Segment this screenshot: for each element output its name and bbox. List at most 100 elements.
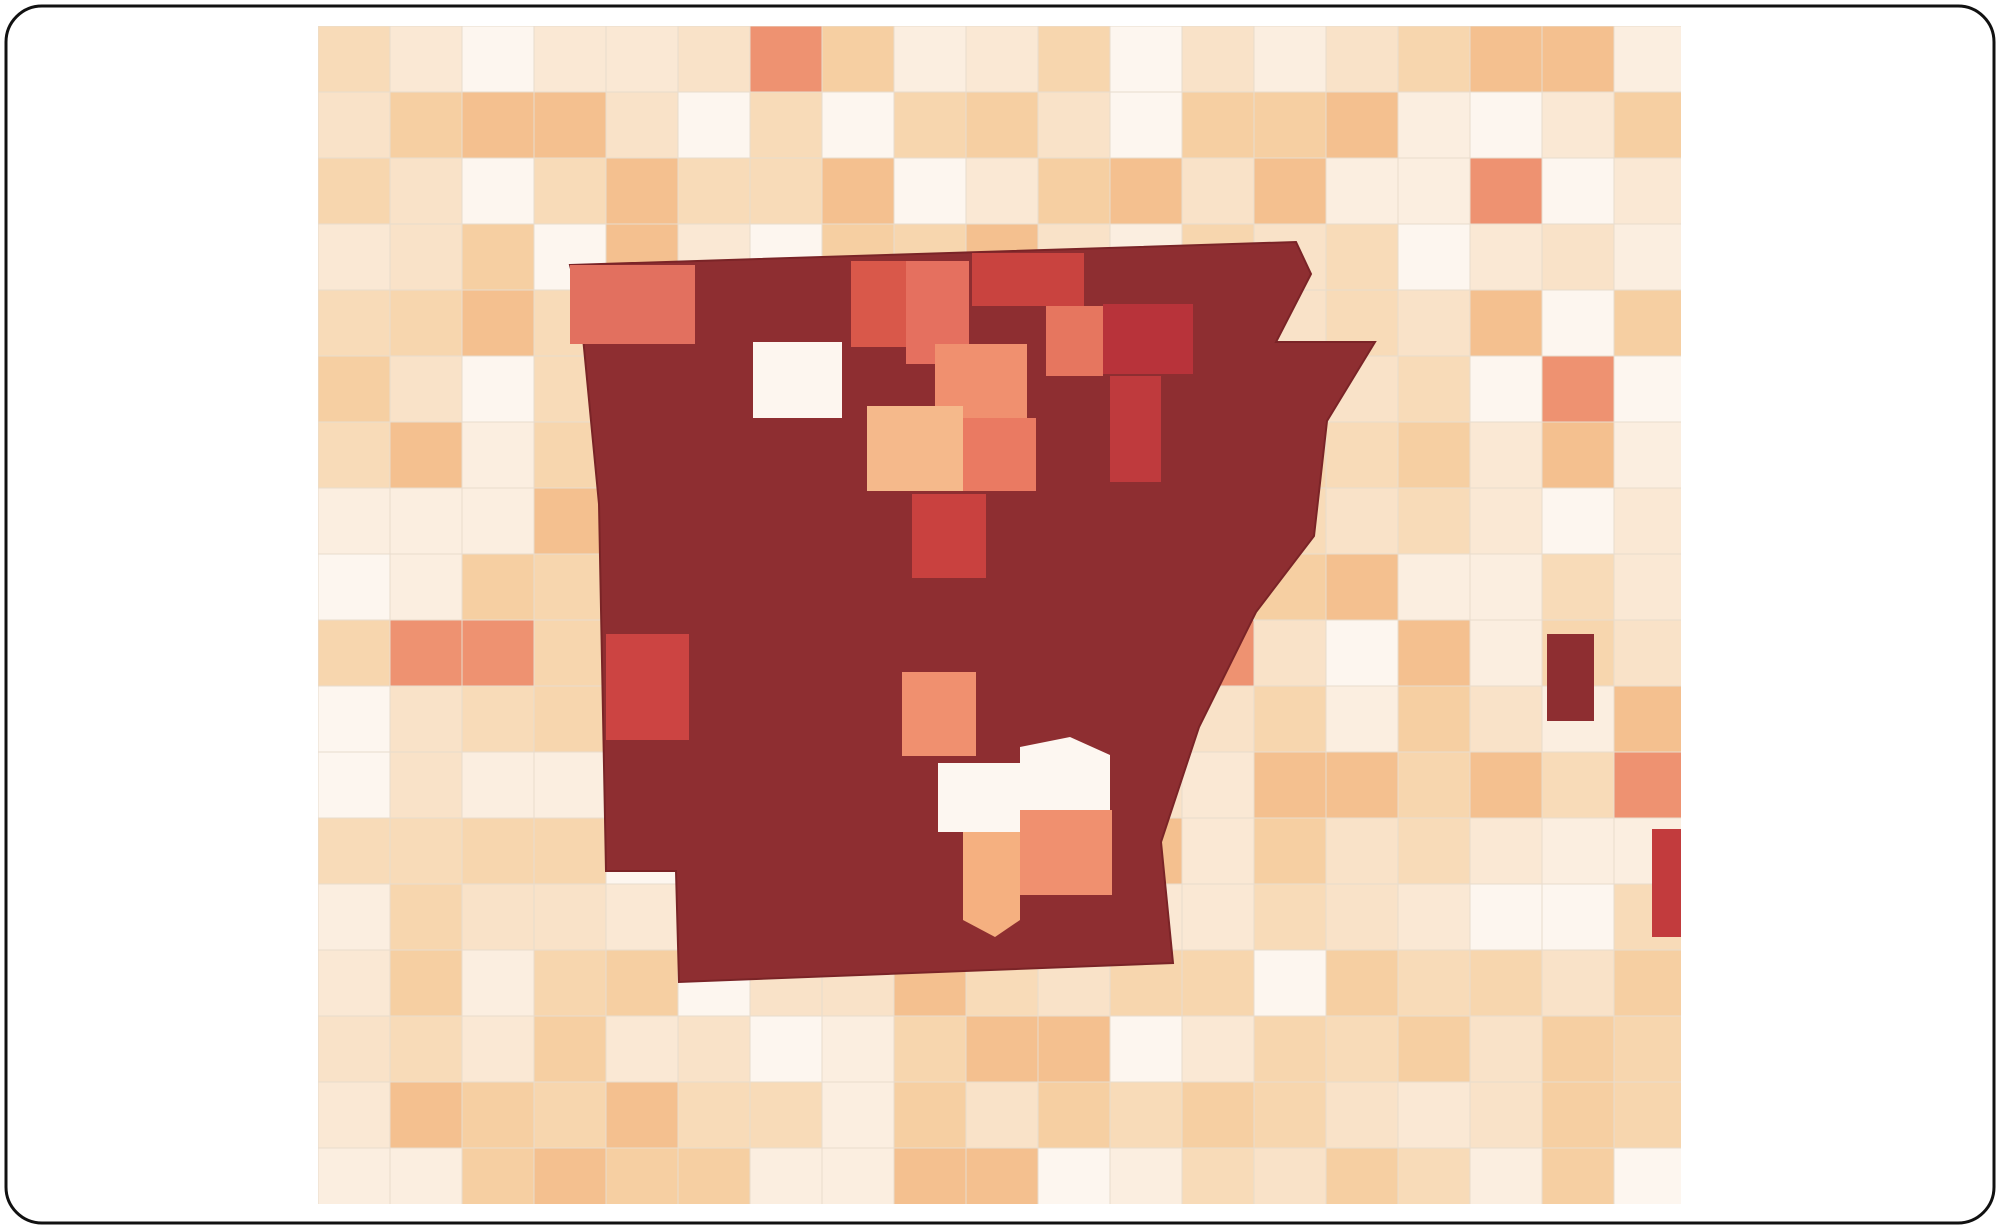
county bbox=[389, 1015, 463, 1083]
county bbox=[605, 26, 679, 93]
county bbox=[1253, 1147, 1327, 1204]
county bbox=[318, 223, 391, 291]
county bbox=[1397, 91, 1471, 159]
county bbox=[1541, 553, 1615, 621]
county bbox=[318, 289, 391, 357]
county bbox=[461, 1081, 535, 1149]
county bbox=[1541, 1081, 1615, 1149]
county bbox=[1469, 1147, 1543, 1204]
county bbox=[749, 1015, 823, 1083]
county bbox=[389, 949, 463, 1017]
county bbox=[1325, 91, 1399, 159]
county bbox=[1109, 1081, 1183, 1149]
county bbox=[677, 1015, 751, 1083]
county bbox=[461, 91, 535, 159]
county bbox=[1110, 376, 1161, 482]
county bbox=[1325, 883, 1399, 951]
county bbox=[1046, 306, 1103, 376]
county bbox=[533, 487, 607, 555]
county bbox=[1325, 1081, 1399, 1149]
county bbox=[533, 751, 607, 819]
county bbox=[1253, 751, 1327, 819]
county bbox=[533, 883, 607, 951]
county bbox=[1325, 751, 1399, 819]
county bbox=[1469, 289, 1543, 357]
county bbox=[893, 26, 967, 93]
county bbox=[821, 26, 895, 93]
county bbox=[1325, 487, 1399, 555]
county bbox=[1253, 685, 1327, 753]
county bbox=[1325, 685, 1399, 753]
county bbox=[1541, 289, 1615, 357]
county bbox=[318, 751, 391, 819]
county bbox=[533, 685, 607, 753]
county bbox=[1181, 949, 1255, 1017]
county bbox=[1613, 553, 1681, 621]
county bbox=[1181, 1015, 1255, 1083]
county bbox=[1397, 289, 1471, 357]
county bbox=[1181, 26, 1255, 93]
county bbox=[821, 1147, 895, 1204]
county bbox=[1325, 553, 1399, 621]
county bbox=[1325, 223, 1399, 291]
county bbox=[1253, 91, 1327, 159]
county bbox=[606, 634, 689, 740]
county bbox=[461, 355, 535, 423]
county bbox=[605, 883, 679, 951]
county bbox=[461, 1015, 535, 1083]
county bbox=[389, 355, 463, 423]
county bbox=[461, 26, 535, 93]
county bbox=[1181, 1081, 1255, 1149]
county bbox=[389, 553, 463, 621]
county bbox=[1613, 289, 1681, 357]
county bbox=[1469, 487, 1543, 555]
county bbox=[1541, 223, 1615, 291]
county bbox=[461, 553, 535, 621]
county bbox=[318, 487, 391, 555]
county bbox=[753, 342, 842, 418]
county bbox=[461, 1147, 535, 1204]
county bbox=[1103, 304, 1193, 374]
county bbox=[1253, 1081, 1327, 1149]
county bbox=[605, 1147, 679, 1204]
county bbox=[389, 91, 463, 159]
county bbox=[318, 91, 391, 159]
county bbox=[1541, 817, 1615, 885]
county bbox=[1469, 751, 1543, 819]
county bbox=[318, 1081, 391, 1149]
county bbox=[1541, 1147, 1615, 1204]
county bbox=[972, 253, 1084, 306]
county bbox=[389, 883, 463, 951]
county bbox=[821, 91, 895, 159]
county bbox=[1325, 26, 1399, 93]
county bbox=[965, 91, 1039, 159]
county bbox=[963, 418, 1036, 491]
arkansas bbox=[568, 240, 1377, 984]
county bbox=[749, 91, 823, 159]
county bbox=[1469, 553, 1543, 621]
state-shape bbox=[568, 240, 1377, 984]
county bbox=[1181, 883, 1255, 951]
county bbox=[1397, 487, 1471, 555]
county bbox=[1020, 810, 1112, 895]
county bbox=[1397, 949, 1471, 1017]
county bbox=[1541, 487, 1615, 555]
county bbox=[1613, 487, 1681, 555]
county bbox=[318, 685, 391, 753]
county bbox=[1469, 619, 1543, 687]
county bbox=[461, 157, 535, 225]
county bbox=[318, 421, 391, 489]
county bbox=[821, 157, 895, 225]
county bbox=[1397, 26, 1471, 93]
county bbox=[1652, 829, 1681, 937]
county bbox=[1613, 1081, 1681, 1149]
county bbox=[461, 289, 535, 357]
county bbox=[965, 157, 1039, 225]
county bbox=[1397, 685, 1471, 753]
county bbox=[533, 553, 607, 621]
county bbox=[1397, 619, 1471, 687]
county bbox=[1469, 223, 1543, 291]
